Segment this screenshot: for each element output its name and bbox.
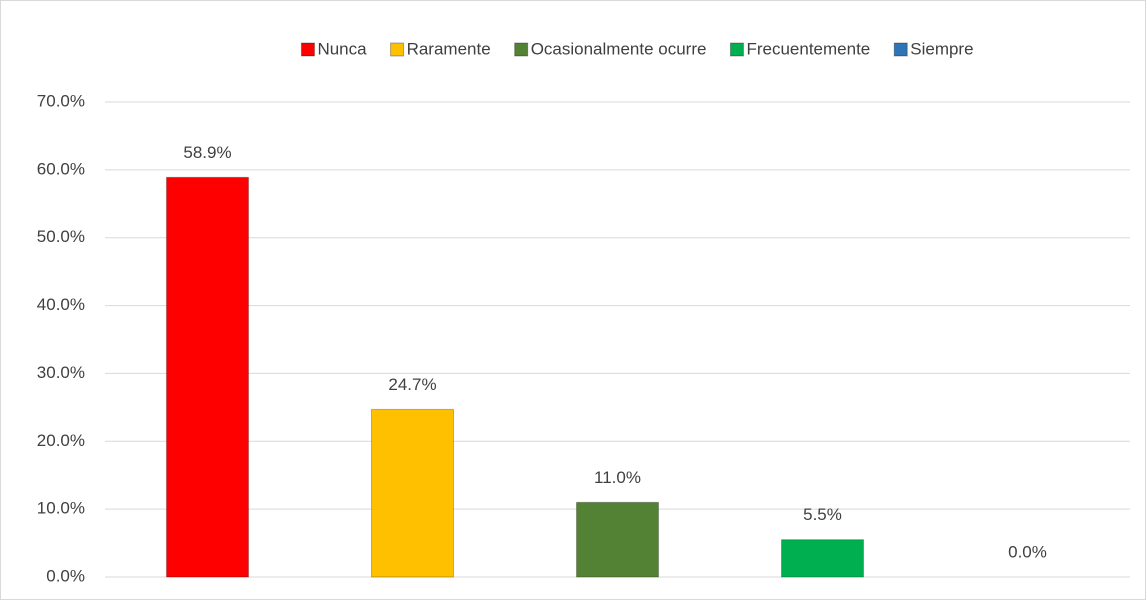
- legend-swatch: [514, 42, 529, 57]
- y-tick-label: 40.0%: [37, 295, 85, 314]
- legend-swatch: [729, 42, 744, 57]
- legend-swatch: [390, 42, 405, 57]
- data-label: 11.0%: [594, 468, 641, 487]
- legend-label: Nunca: [317, 39, 367, 58]
- data-label: 5.5%: [803, 505, 842, 524]
- legend-label: Siempre: [910, 39, 973, 58]
- legend-label: Frecuentemente: [746, 39, 870, 58]
- data-label: 0.0%: [1008, 542, 1047, 561]
- y-tick-label: 20.0%: [37, 431, 85, 450]
- bar: [781, 539, 864, 578]
- legend-swatch: [893, 42, 908, 57]
- legend-label: Ocasionalmente ocurre: [531, 39, 707, 58]
- bar: [576, 501, 659, 578]
- y-tick-label: 0.0%: [46, 566, 85, 585]
- y-tick-label: 10.0%: [37, 499, 85, 518]
- y-tick-label: 60.0%: [37, 159, 85, 178]
- bar: [371, 408, 454, 578]
- legend-swatch: [300, 42, 315, 57]
- legend-label: Raramente: [407, 39, 491, 58]
- data-label: 58.9%: [183, 143, 231, 162]
- y-tick-label: 50.0%: [37, 227, 85, 246]
- y-tick-label: 30.0%: [37, 363, 85, 382]
- data-label: 24.7%: [388, 375, 436, 394]
- bar: [166, 176, 249, 578]
- y-tick-label: 70.0%: [37, 91, 85, 110]
